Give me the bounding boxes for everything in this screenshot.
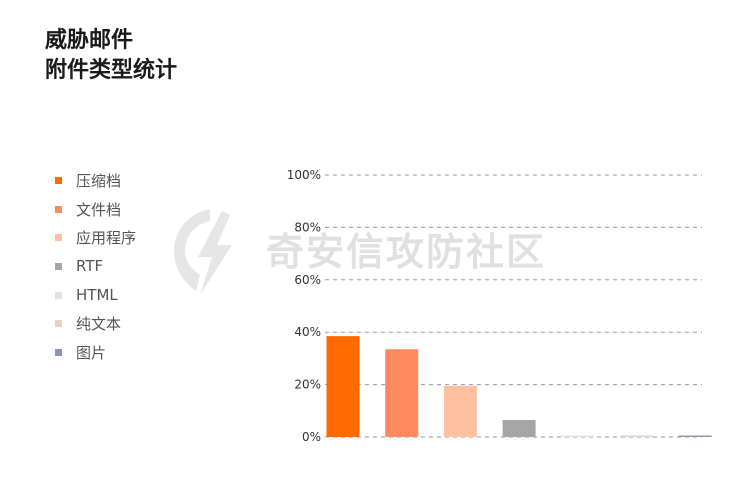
legend-item: 图片: [55, 338, 136, 367]
legend-swatch: [55, 320, 62, 328]
legend-item: 压缩档: [55, 166, 136, 195]
y-tick-label: 80%: [294, 220, 321, 234]
legend-item: 纯文本: [55, 309, 136, 338]
legend-label: 文件档: [76, 200, 122, 219]
grid-layer: [325, 174, 702, 438]
legend-item: HTML: [55, 281, 136, 310]
title-line-1: 威胁邮件: [45, 28, 134, 53]
y-tick-label: 40%: [294, 325, 321, 339]
bar-6: [678, 435, 712, 437]
legend-swatch: [55, 234, 62, 242]
legend-item: RTF: [55, 252, 136, 281]
legend-swatch: [55, 348, 62, 356]
legend-item: 应用程序: [55, 223, 136, 252]
bar-1: [385, 349, 419, 437]
y-tick-label: 20%: [294, 378, 321, 392]
legend-label: 压缩档: [76, 171, 122, 190]
bar-0: [326, 336, 360, 437]
bar-5: [620, 435, 653, 437]
bar-4: [561, 435, 595, 437]
chart-title: 威胁邮件 附件类型统计: [45, 26, 177, 86]
legend-swatch: [55, 205, 62, 213]
legend-label: 纯文本: [76, 315, 122, 334]
legend-label: RTF: [76, 257, 104, 276]
y-tick-layer: 0% 20% 40% 60% 80% 100%: [287, 168, 321, 444]
legend-label: 应用程序: [76, 229, 137, 248]
legend-swatch: [55, 176, 62, 184]
title-line-2: 附件类型统计: [45, 58, 178, 83]
legend-swatch: [55, 291, 62, 299]
legend-label: 图片: [76, 343, 107, 362]
bar-3: [502, 419, 536, 437]
legend-item: 文件档: [55, 195, 136, 224]
y-tick-label: 100%: [287, 168, 321, 182]
bar-2: [443, 385, 477, 437]
legend-label: HTML: [76, 286, 118, 305]
legend: 压缩档 文件档 应用程序 RTF HTML 纯文本 图片: [55, 166, 136, 367]
y-tick-label: 60%: [294, 273, 321, 287]
bar-layer: [326, 336, 712, 437]
y-tick-label: 0%: [302, 430, 321, 444]
legend-swatch: [55, 262, 62, 270]
